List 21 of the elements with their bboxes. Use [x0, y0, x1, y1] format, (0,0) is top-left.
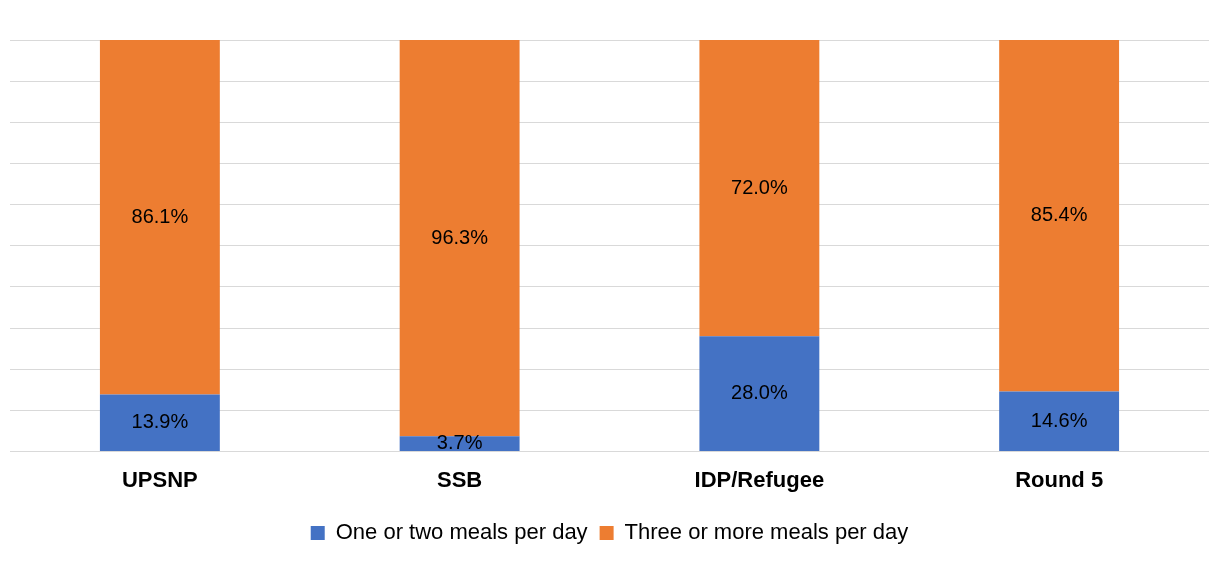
x-tick-label: SSB [437, 466, 483, 492]
data-label: 13.9% [131, 410, 189, 433]
data-label: 3.7% [436, 431, 483, 454]
bar [399, 40, 520, 437]
x-tick-label: UPSNP [121, 466, 198, 492]
data-label: 85.4% [1030, 203, 1088, 226]
bar [999, 391, 1120, 452]
legend-label: One or two meals per day [335, 519, 588, 545]
data-label: 72.0% [731, 175, 788, 198]
data-label: 86.1% [131, 204, 189, 227]
bar [699, 40, 820, 337]
bar [999, 40, 1120, 392]
bar [99, 40, 220, 395]
bar [699, 336, 820, 452]
bar [99, 394, 220, 452]
legend-label: Three or more meals per day [624, 519, 909, 545]
data-label: 28.0% [731, 381, 788, 404]
x-tick-label: Round 5 [1015, 466, 1104, 492]
x-tick-label: IDP/Refugee [694, 466, 825, 492]
data-label: 96.3% [431, 225, 489, 248]
data-label: 14.6% [1030, 408, 1088, 431]
